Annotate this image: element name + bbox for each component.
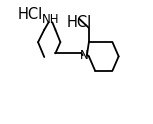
Text: HCl: HCl xyxy=(67,15,92,30)
Text: HCl: HCl xyxy=(18,7,43,22)
Text: N: N xyxy=(80,49,89,62)
Text: NH: NH xyxy=(42,13,59,26)
